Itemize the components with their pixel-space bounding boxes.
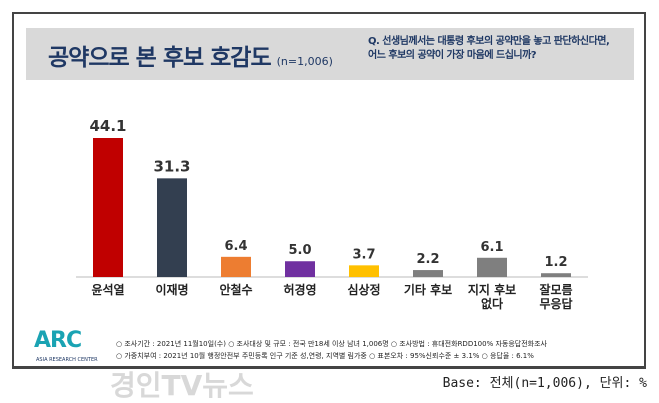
bar: [541, 273, 571, 277]
category-label: 이재명: [155, 282, 188, 297]
category-label: 기타 후보: [404, 282, 452, 297]
logo-subtitle: ASIA RESEARCH CENTER: [36, 357, 98, 363]
header-band: 공약으로 본 후보 호감도 (n=1,006) Q. 선생님께서는 대통령 후보의…: [26, 28, 634, 80]
survey-question: Q. 선생님께서는 대통령 후보의 공약만을 놓고 판단하신다면, 어느 후보의 …: [368, 35, 610, 63]
survey-notes: ○ 조사기간 : 2021년 11월10일(수) ○ 조사대상 및 규모 : 전…: [116, 338, 547, 362]
data-label: 31.3: [153, 157, 190, 175]
category-label: 윤석열: [91, 282, 124, 297]
category-label: 무응답: [539, 296, 572, 311]
data-label: 3.7: [352, 247, 375, 262]
bar: [349, 265, 379, 277]
category-label: 심상정: [347, 282, 380, 297]
data-label: 5.0: [288, 243, 311, 258]
page-title: 공약으로 본 후보 호감도 (n=1,006): [48, 38, 333, 72]
data-label: 1.2: [544, 255, 567, 270]
category-label: 안철수: [219, 282, 252, 297]
category-label: 허경영: [283, 282, 316, 297]
sample-size: (n=1,006): [276, 55, 333, 68]
chart-frame: [12, 12, 646, 369]
category-label: 잘모름: [539, 282, 572, 297]
question-line-1: Q. 선생님께서는 대통령 후보의 공약만을 놓고 판단하신다면,: [368, 36, 610, 47]
bar: [157, 178, 187, 277]
category-label: 지지 후보: [468, 282, 516, 297]
base-note: Base: 전체(n=1,006), 단위: %: [442, 376, 647, 391]
note-line-2: ○ 가중치부여 : 2021년 10월 행정안전부 주민등록 인구 기준 성,연…: [116, 352, 534, 360]
question-line-2: 어느 후보의 공약이 가장 마음에 드십니까?: [368, 50, 537, 61]
bar: [221, 256, 251, 277]
data-label: 6.4: [224, 239, 247, 254]
bar: [477, 257, 507, 277]
data-label: 44.1: [89, 117, 126, 135]
bar: [413, 270, 443, 277]
data-label: 6.1: [480, 240, 503, 255]
note-line-1: ○ 조사기간 : 2021년 11월10일(수) ○ 조사대상 및 규모 : 전…: [116, 340, 547, 348]
bar: [285, 261, 315, 277]
title-text: 공약으로 본 후보 호감도: [48, 45, 272, 71]
category-label: 없다: [481, 296, 503, 311]
data-label: 2.2: [416, 252, 439, 267]
arc-logo: ARC: [34, 328, 82, 353]
watermark: 경인TV뉴스: [110, 369, 254, 402]
bar: [93, 138, 123, 277]
